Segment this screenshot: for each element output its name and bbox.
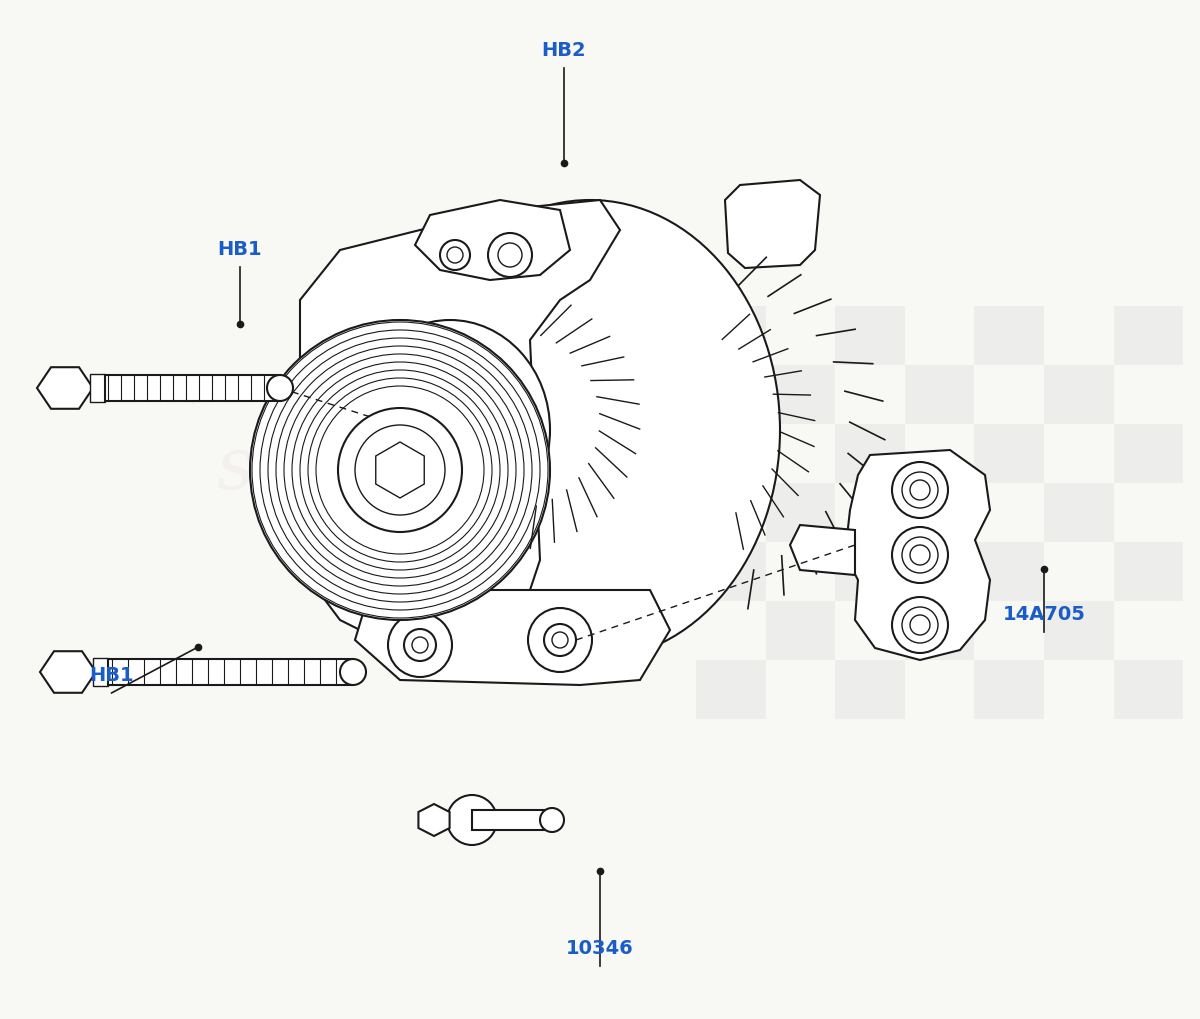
Circle shape <box>446 795 497 845</box>
Circle shape <box>440 240 470 270</box>
Polygon shape <box>376 442 425 498</box>
Bar <box>696 424 766 483</box>
Bar <box>94 658 108 686</box>
Circle shape <box>540 808 564 832</box>
Bar <box>974 424 1044 483</box>
Polygon shape <box>419 804 450 836</box>
Bar <box>108 659 353 685</box>
Circle shape <box>910 480 930 500</box>
Circle shape <box>446 247 463 263</box>
Circle shape <box>412 637 428 653</box>
Polygon shape <box>37 367 94 409</box>
Circle shape <box>340 659 366 685</box>
Bar <box>1044 601 1114 660</box>
Circle shape <box>498 243 522 267</box>
Circle shape <box>388 613 452 677</box>
Bar <box>766 365 835 424</box>
Circle shape <box>338 408 462 532</box>
Bar <box>974 542 1044 601</box>
Polygon shape <box>415 200 570 280</box>
Circle shape <box>404 629 436 661</box>
Bar <box>974 306 1044 365</box>
Bar <box>766 601 835 660</box>
Text: HB2: HB2 <box>541 42 587 60</box>
Bar <box>766 483 835 542</box>
Ellipse shape <box>350 320 550 540</box>
Polygon shape <box>725 180 820 268</box>
Bar <box>1114 660 1183 719</box>
Circle shape <box>528 608 592 672</box>
Circle shape <box>892 597 948 653</box>
Circle shape <box>250 320 550 620</box>
Circle shape <box>892 527 948 583</box>
Text: car  parts: car parts <box>108 370 284 405</box>
Bar <box>905 483 974 542</box>
Bar <box>696 660 766 719</box>
Polygon shape <box>40 651 96 693</box>
Bar <box>905 601 974 660</box>
Circle shape <box>552 632 568 648</box>
Circle shape <box>355 425 445 515</box>
Circle shape <box>910 615 930 635</box>
Circle shape <box>902 472 938 508</box>
Text: 10346: 10346 <box>566 940 634 958</box>
Bar <box>1114 424 1183 483</box>
Text: HB1: HB1 <box>89 666 134 685</box>
Text: scuderia: scuderia <box>216 433 530 504</box>
Bar <box>835 542 905 601</box>
Circle shape <box>266 375 293 401</box>
Bar <box>835 660 905 719</box>
Bar <box>472 810 552 830</box>
Circle shape <box>902 537 938 573</box>
Ellipse shape <box>400 200 780 660</box>
Circle shape <box>902 607 938 643</box>
Polygon shape <box>300 200 620 650</box>
Bar <box>696 542 766 601</box>
Polygon shape <box>845 450 990 660</box>
Bar <box>974 660 1044 719</box>
Bar <box>835 424 905 483</box>
Bar <box>905 365 974 424</box>
Circle shape <box>544 624 576 656</box>
Text: HB1: HB1 <box>217 240 263 259</box>
Bar <box>106 375 280 401</box>
Bar <box>1114 542 1183 601</box>
Polygon shape <box>355 590 670 685</box>
Bar <box>1114 306 1183 365</box>
Polygon shape <box>790 525 854 575</box>
Bar <box>696 306 766 365</box>
Bar <box>90 374 106 403</box>
Bar <box>1044 365 1114 424</box>
Circle shape <box>488 233 532 277</box>
Circle shape <box>910 545 930 565</box>
Text: 14A705: 14A705 <box>1002 605 1086 624</box>
Bar <box>835 306 905 365</box>
Bar <box>1044 483 1114 542</box>
Circle shape <box>892 462 948 518</box>
